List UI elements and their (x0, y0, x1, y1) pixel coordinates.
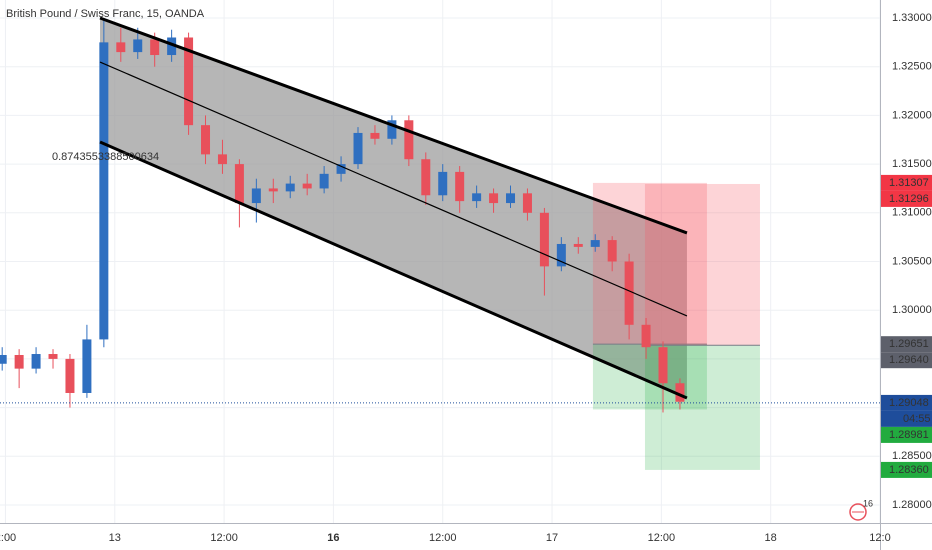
candle-body (268, 188, 278, 192)
target-label-bg (881, 461, 932, 478)
y-tick-label: 1.32500 (892, 61, 932, 73)
countdown-label: 04:55 (903, 413, 931, 425)
candle-body (319, 173, 329, 189)
y-tick-label: 1.31500 (892, 158, 932, 170)
x-tick-label: 12:00 (648, 532, 676, 544)
chart-title: British Pound / Swiss Franc, 15, OANDA (6, 8, 205, 20)
axes: 1.33000 1.32500 1.32000 1.31500 1.31000 1.305… (0, 12, 932, 544)
candle-body (167, 37, 177, 56)
y-tick-label: 1.32000 (892, 109, 932, 121)
candle-body (336, 164, 346, 174)
candle-body (353, 132, 363, 165)
channel-line (99, 16, 688, 235)
candle-body (82, 339, 92, 393)
candle-body (251, 188, 261, 204)
candle-body (675, 383, 685, 402)
badge: 16 (849, 498, 873, 521)
candle-body (590, 240, 600, 247)
x-tick-label: 12:00 (429, 532, 457, 544)
candle-body (472, 193, 482, 202)
stop-zone (644, 183, 760, 346)
candle-body (133, 39, 143, 53)
candle-body (506, 193, 516, 204)
candle-body (607, 240, 617, 262)
badge-icon (849, 503, 867, 521)
candle-body (624, 261, 634, 325)
candle-body (404, 120, 414, 160)
candle-body (641, 324, 651, 348)
candle-body (421, 159, 431, 196)
candle-body (573, 243, 583, 247)
y-tick-label: 1.30500 (892, 255, 932, 267)
target-label-bg (881, 426, 932, 443)
candle-body (65, 358, 75, 393)
candle-body (116, 42, 126, 53)
entry-label: 1.29640 (889, 354, 929, 366)
candle-body (522, 193, 532, 213)
countdown-label-bg (881, 410, 932, 427)
channel-line (99, 140, 688, 400)
entry-label-bg (881, 336, 932, 353)
candle-body (539, 212, 549, 267)
y-tick-label: 1.28000 (892, 499, 932, 511)
target-label: 1.28981 (889, 429, 929, 441)
candle-body (99, 42, 109, 340)
annotation: 0.8743553388500634 (52, 151, 159, 163)
stop-label-bg (881, 190, 932, 207)
x-tick-label: 17 (546, 532, 558, 544)
y-tick-label: 1.28500 (892, 450, 932, 462)
candle-body (0, 354, 7, 364)
candle-body (31, 354, 41, 369)
channel-fill (100, 18, 687, 399)
entry-label: 1.29651 (889, 338, 929, 350)
plot-area: 0.8743553388500634 (0, 16, 880, 470)
candle-body (184, 37, 194, 126)
y-tick-label: 1.33000 (892, 12, 932, 24)
y-tick-label: 1.30000 (892, 304, 932, 316)
candle-body (370, 132, 380, 139)
entry-label-bg (881, 352, 932, 369)
stop-label: 1.31296 (889, 193, 929, 205)
target-label: 1.28360 (889, 464, 929, 476)
x-tick-label: 16 (327, 532, 339, 544)
x-tick-label: 2:00 (0, 532, 16, 544)
candle-body (455, 171, 465, 202)
target-zone (592, 344, 707, 410)
candle-body (234, 164, 244, 204)
candle-body (438, 171, 448, 196)
candle-body (48, 354, 58, 359)
candle-body (14, 354, 24, 369)
candle-body (217, 154, 227, 165)
x-tick-label: 13 (109, 532, 121, 544)
candle-body (201, 125, 211, 155)
candle-body (387, 120, 397, 139)
candle-body (556, 243, 566, 267)
y-tick-label: 1.31000 (892, 207, 932, 219)
channel-line (99, 61, 688, 317)
x-tick-label: 18 (765, 532, 777, 544)
last-price-label: 1.29048 (889, 397, 929, 409)
stop-label: 1.31307 (889, 177, 929, 189)
badge-text: 16 (863, 498, 873, 508)
candle-body (150, 39, 160, 56)
candle-body (302, 183, 312, 189)
stop-label-bg (881, 174, 932, 191)
x-tick-label: 12:00 (210, 532, 238, 544)
candle-body (489, 193, 499, 204)
candle-body (285, 183, 295, 192)
x-tick-label: 12:0 (869, 532, 890, 544)
candle-body (658, 347, 668, 384)
last-price-label-bg (881, 394, 932, 411)
